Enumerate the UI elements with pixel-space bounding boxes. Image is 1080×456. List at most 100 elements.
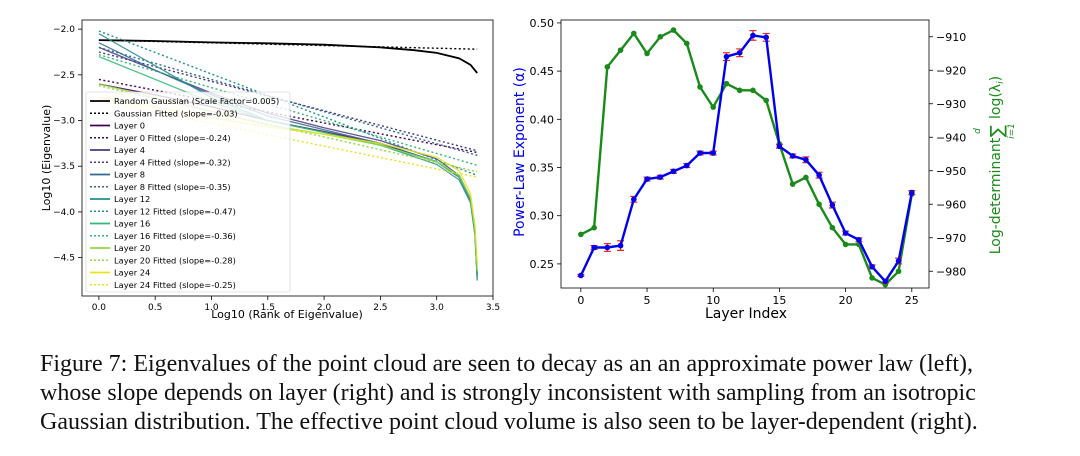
logdet-point <box>683 40 690 47</box>
legend-label-9: Layer 12 Fitted (slope=-0.47) <box>114 206 236 216</box>
legend-label-4: Layer 4 <box>114 145 145 155</box>
alpha-point <box>670 168 677 175</box>
left-x-tick-label: 0.0 <box>92 303 107 313</box>
logdet-point <box>670 27 677 33</box>
alpha-point <box>882 278 889 285</box>
alpha-point <box>617 242 624 249</box>
logdet-point <box>578 231 584 238</box>
right-x-tick-label: 5 <box>644 294 651 307</box>
logdet-point <box>657 33 664 40</box>
logdet-point <box>697 84 703 90</box>
right-left-y-tick-label: 0.40 <box>530 113 555 126</box>
right-x-tick-label: 10 <box>706 294 720 307</box>
logdet-point <box>617 47 624 53</box>
logdet-point <box>723 80 730 87</box>
right-y-label-term-close: ) <box>988 76 1004 81</box>
legend-label-13: Layer 20 Fitted (slope=-0.28) <box>114 255 236 265</box>
logdet-point <box>763 97 769 104</box>
left-series-line-1 <box>98 39 478 50</box>
right-left-y-tick-label: 0.35 <box>530 161 555 174</box>
alpha-point <box>750 32 756 39</box>
logdet-point <box>789 181 796 187</box>
right-y-label-term: log(λi) <box>988 76 1006 119</box>
alpha-point <box>644 176 650 182</box>
alpha-point <box>856 236 862 243</box>
right-right-y-tick-label: −960 <box>936 198 966 211</box>
legend-label-8: Layer 12 <box>114 194 150 204</box>
right-right-y-axis-label: Log-determinant d ∑ i=1 log(λi) <box>973 76 1017 254</box>
left-legend-box <box>85 91 291 293</box>
right-right-y-tick-label: −970 <box>936 232 966 245</box>
caption-line-1: Figure 7: Eigenvalues of the point cloud… <box>40 351 973 377</box>
right-y-label-sum-sign: ∑ <box>987 125 1008 137</box>
right-x-ticks: 0 5 10 15 20 25 <box>577 288 919 307</box>
alpha-point <box>829 202 836 208</box>
legend-label-1: Gaussian Fitted (slope=-0.03) <box>114 108 238 118</box>
legend-label-2: Layer 0 <box>114 121 145 131</box>
logdet-point <box>631 30 637 37</box>
left-x-ticks: 0.0 0.5 1.0 1.5 2.0 2.5 3.0 3.5 <box>92 296 500 313</box>
legend-label-3: Layer 0 Fitted (slope=-0.24) <box>114 133 231 143</box>
alpha-point <box>895 258 902 264</box>
logdet-point <box>591 224 597 231</box>
logdet-point <box>895 268 902 275</box>
right-y-label-term-log: log(λ <box>988 84 1004 119</box>
logdet-point <box>842 241 849 248</box>
logdet-point <box>736 87 743 94</box>
alpha-point <box>683 162 690 169</box>
legend-label-14: Layer 24 <box>114 268 150 278</box>
alpha-point <box>763 34 769 41</box>
alpha-point <box>697 150 703 156</box>
alpha-line <box>579 34 913 284</box>
legend-label-10: Layer 16 <box>114 219 150 229</box>
right-right-y-tick-label: −980 <box>936 265 966 278</box>
logdet-point <box>750 87 756 94</box>
left-y-tick-label: −2.0 <box>53 25 75 35</box>
left-series-line-0 <box>98 39 478 74</box>
left-legend: Random Gaussian (Scale Factor=0.005) Gaus… <box>85 91 291 293</box>
right-chart: 0 5 10 15 20 25 0.25 0.30 0.35 0.40 0.45 0.50 −910… <box>512 17 1017 322</box>
right-right-y-tick-label: −940 <box>936 131 966 144</box>
alpha-point <box>631 196 637 203</box>
left-x-tick-label: 1.5 <box>261 303 275 313</box>
alpha-point <box>723 53 730 60</box>
left-y-tick-label: −3.5 <box>53 162 75 172</box>
legend-label-11: Layer 16 Fitted (slope=-0.36) <box>114 231 236 241</box>
alpha-point <box>776 143 783 150</box>
right-x-axis-label: Layer Index <box>705 306 787 322</box>
right-left-y-tick-label: 0.30 <box>530 210 555 223</box>
legend-label-0: Random Gaussian (Scale Factor=0.005) <box>114 96 279 106</box>
logdet-point <box>644 50 650 57</box>
logdet-point <box>816 201 822 208</box>
logdet-point <box>604 64 611 70</box>
right-x-tick-label: 25 <box>905 294 919 307</box>
right-left-y-ticks: 0.25 0.30 0.35 0.40 0.45 0.50 <box>530 17 561 271</box>
right-x-tick-label: 0 <box>577 294 584 307</box>
right-left-y-tick-label: 0.50 <box>530 17 555 30</box>
alpha-point <box>578 272 584 279</box>
right-series-group <box>577 27 916 288</box>
alpha-point <box>816 172 822 179</box>
alpha-point <box>604 244 611 251</box>
legend-label-6: Layer 8 <box>114 170 145 180</box>
legend-label-5: Layer 4 Fitted (slope=-0.32) <box>114 157 231 167</box>
left-x-tick-label: 0.5 <box>148 303 162 313</box>
left-y-tick-label: −4.0 <box>53 208 75 218</box>
figure: 0.0 0.5 1.0 1.5 2.0 2.5 3.0 3.5 −2.0 −2.5 −3.0 −3.… <box>40 17 1017 322</box>
alpha-point <box>842 230 849 236</box>
left-x-tick-label: 2.5 <box>373 303 387 313</box>
right-y-label-text: Log-determinant <box>988 137 1004 254</box>
right-y-label-term-sub: i <box>996 81 1006 84</box>
right-right-y-tick-label: −950 <box>936 165 966 178</box>
right-plot-frame <box>560 19 930 289</box>
legend-label-15: Layer 24 Fitted (slope=-0.25) <box>114 280 236 290</box>
left-x-tick-label: 1.0 <box>204 303 219 313</box>
logdet-point <box>803 174 809 181</box>
logdet-point <box>710 104 717 110</box>
left-series-line-3 <box>98 78 478 154</box>
right-left-y-axis-label: Power-Law Exponent (α) <box>512 67 528 237</box>
left-y-tick-label: −2.5 <box>53 71 75 81</box>
right-right-y-tick-label: −910 <box>936 31 966 44</box>
left-plot-frame <box>81 19 494 297</box>
alpha-point <box>591 244 597 251</box>
